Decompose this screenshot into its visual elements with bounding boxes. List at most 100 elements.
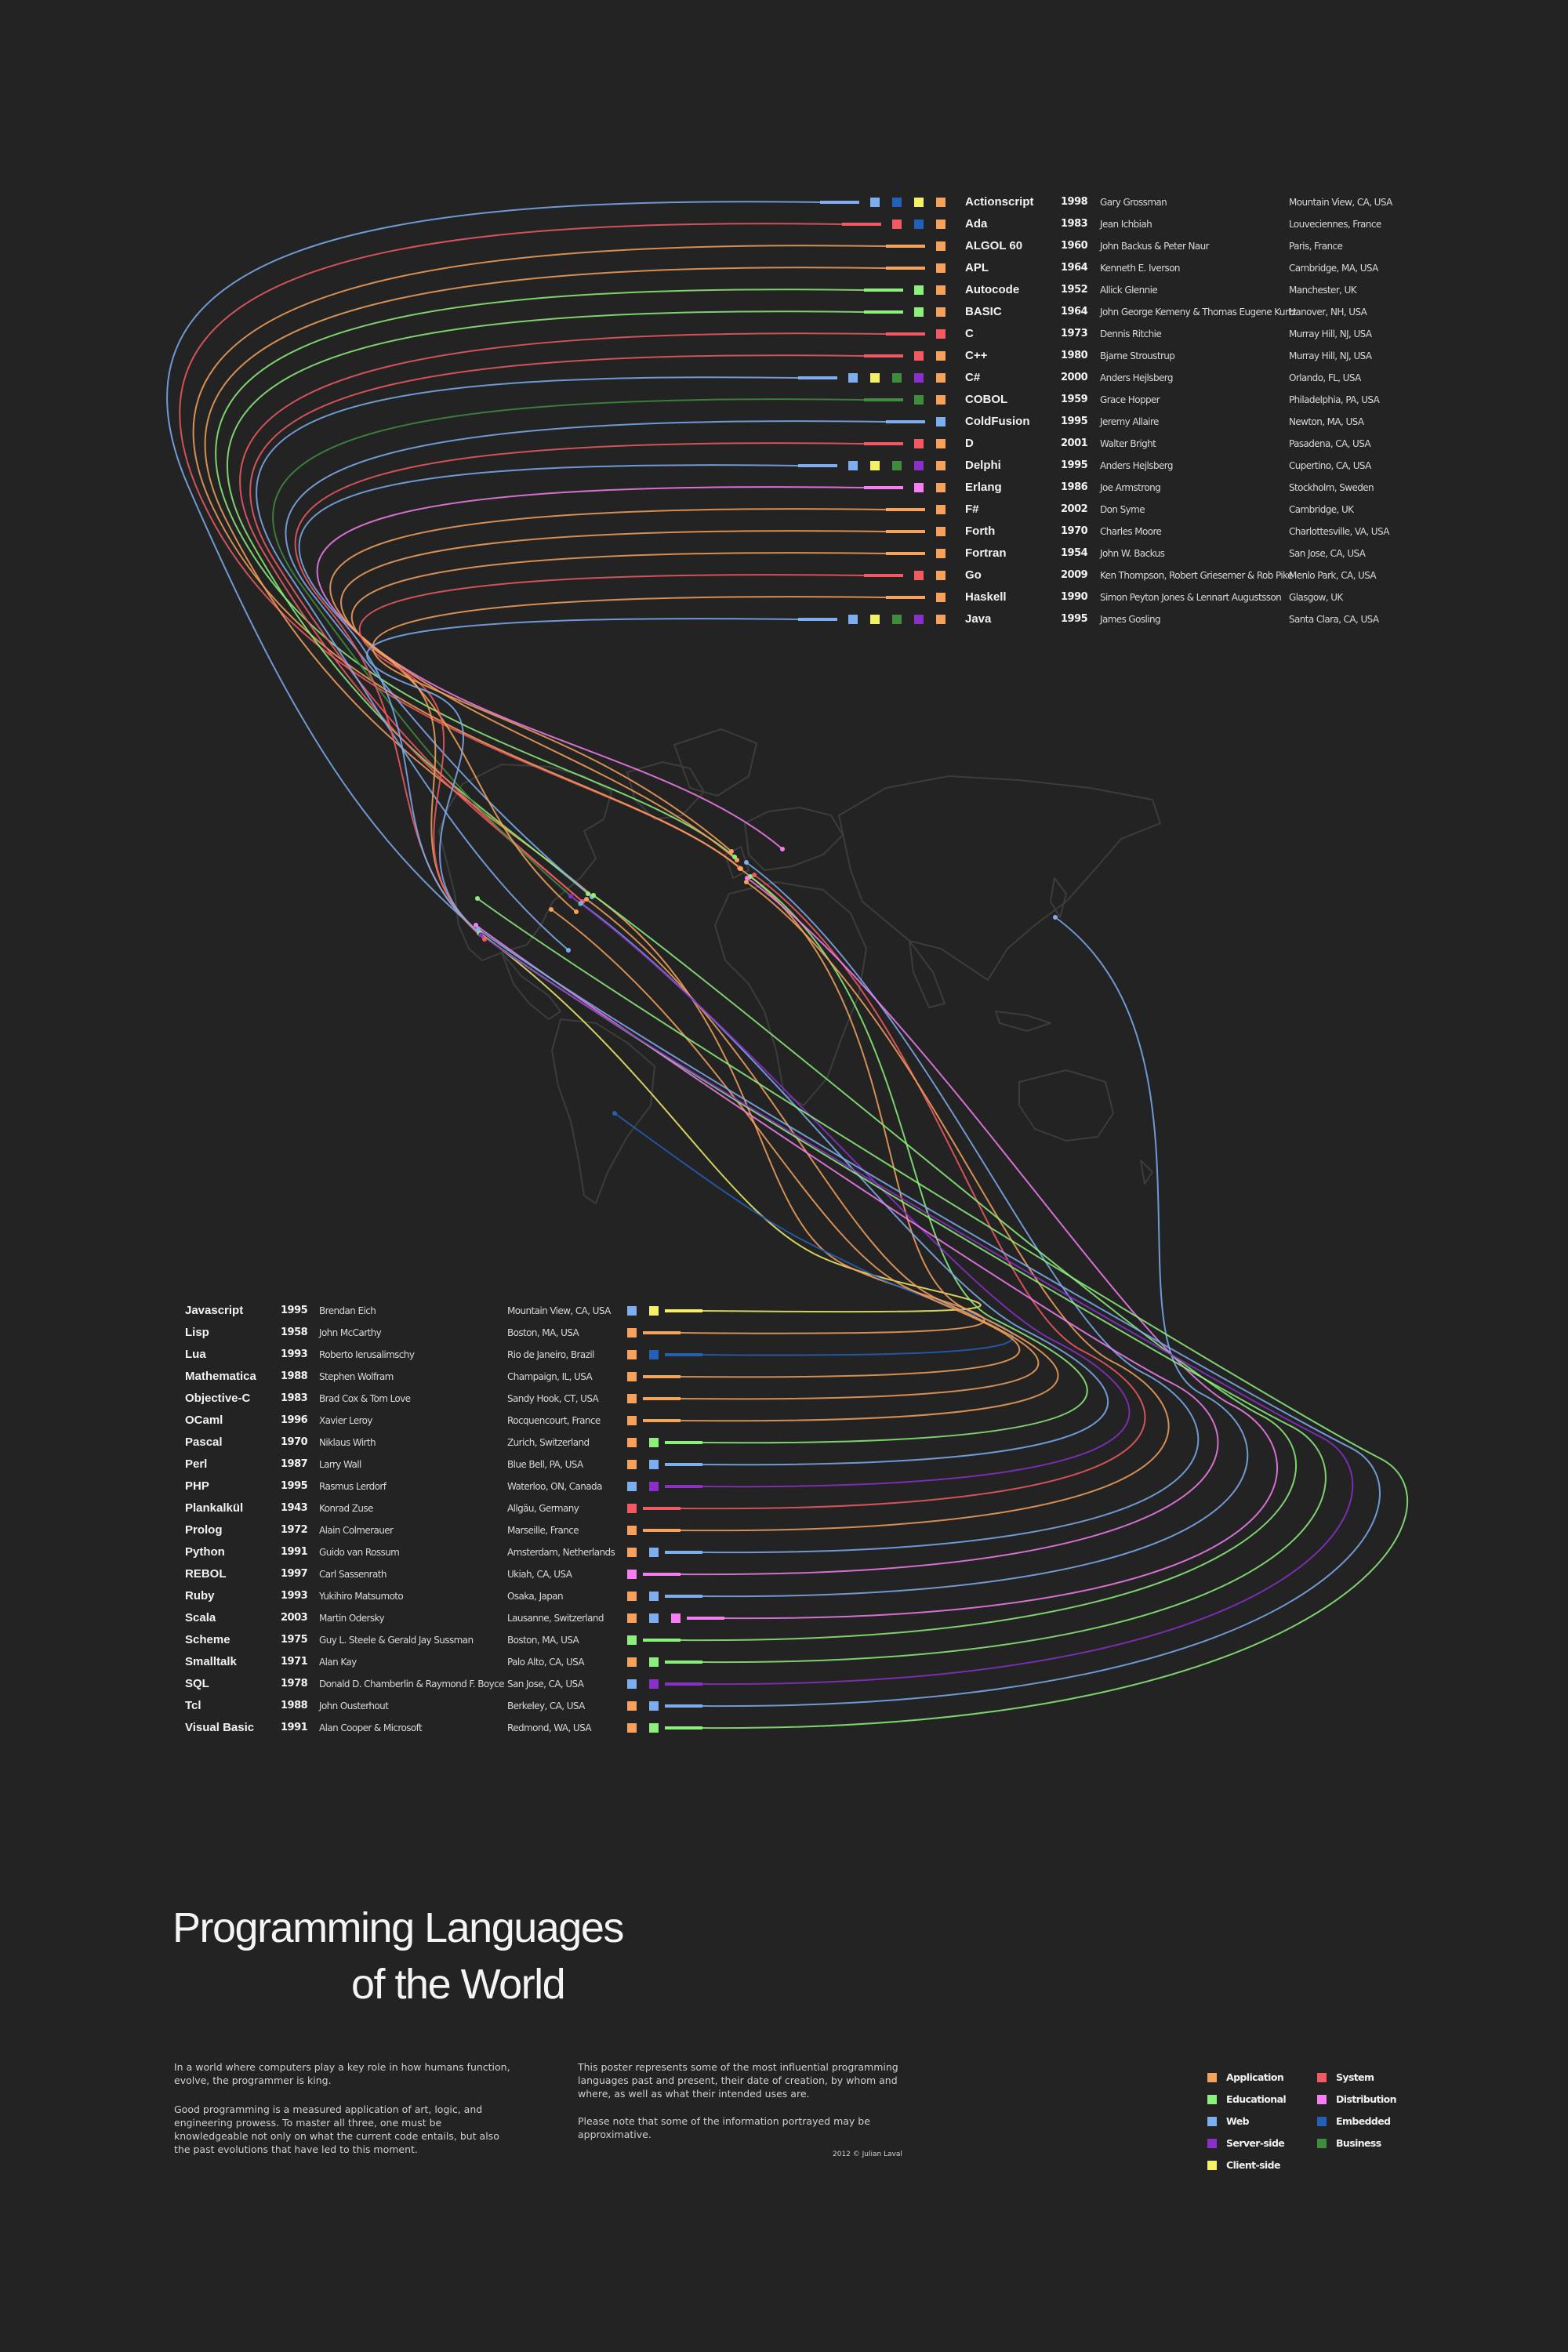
language-location: Santa Clara, CA, USA <box>1289 614 1379 625</box>
arc-delphi <box>298 464 799 935</box>
language-name: Mathematica <box>185 1370 256 1383</box>
language-name: Lua <box>185 1348 206 1361</box>
city-dot-perl <box>579 901 583 906</box>
use-marker-client-side <box>870 373 880 383</box>
language-year: 1973 <box>1061 328 1088 339</box>
language-year: 2003 <box>281 1612 308 1624</box>
bottom-language-row-visual-basic: Visual Basic 1991 Alan Cooper & Microsoft R… <box>0 1717 1568 1739</box>
language-name: Erlang <box>965 481 1002 494</box>
language-location: Blue Bell, PA, USA <box>507 1459 583 1470</box>
arc-haskell <box>372 596 887 852</box>
language-name: C# <box>965 371 981 384</box>
language-creator: Walter Bright <box>1100 438 1156 449</box>
poster-title-line2: of the World <box>351 1961 566 2008</box>
language-creator: Larry Wall <box>319 1459 361 1470</box>
use-marker-embedded <box>914 220 924 229</box>
language-location: Newton, MA, USA <box>1289 416 1364 427</box>
use-marker-application <box>936 461 946 470</box>
legend-swatch <box>1207 2095 1217 2104</box>
description-paragraph-2: Please note that some of the information… <box>578 2115 870 2140</box>
language-location: Rocquencourt, France <box>507 1415 601 1426</box>
language-location: Allgäu, Germany <box>507 1503 579 1514</box>
language-name: ALGOL 60 <box>965 239 1023 252</box>
use-marker-application <box>936 198 946 207</box>
arc-javascript <box>479 932 982 1313</box>
language-location: Menlo Park, CA, USA <box>1289 570 1377 581</box>
arc-fortran <box>350 552 887 935</box>
language-name: Ada <box>965 217 988 230</box>
language-year: 2002 <box>1061 503 1088 515</box>
city-dot-ocaml <box>738 866 742 871</box>
use-marker-server-side <box>914 461 924 470</box>
arc-d <box>294 442 865 940</box>
language-name: Go <box>965 568 982 582</box>
bottom-language-row-pascal: Pascal 1970 Niklaus Wirth Zurich, Switzerla… <box>0 1432 1568 1454</box>
legend-label: Distribution <box>1336 2093 1397 2105</box>
language-name: Pascal <box>185 1436 223 1449</box>
top-language-row-fortran: Fortran 1954 John W. Backus San Jose, CA, U… <box>0 543 1568 564</box>
language-creator: Ken Thompson, Robert Griesemer & Rob Pik… <box>1100 570 1293 581</box>
language-location: Murray Hill, NJ, USA <box>1289 350 1372 361</box>
language-name: SQL <box>185 1677 209 1690</box>
language-creator: Dennis Ritchie <box>1100 328 1162 339</box>
use-marker-application <box>936 593 946 602</box>
language-creator: Anders Hejlsberg <box>1100 372 1173 383</box>
city-dot-basic <box>586 891 590 896</box>
legend-label: Educational <box>1226 2093 1287 2105</box>
use-marker-application <box>627 1460 637 1469</box>
use-marker-system <box>892 220 902 229</box>
city-dot-python <box>744 860 749 865</box>
language-location: Philadelphia, PA, USA <box>1289 394 1380 405</box>
language-year: 1988 <box>281 1370 308 1382</box>
legend-swatch <box>1207 2073 1217 2082</box>
language-creator: Carl Sassenrath <box>319 1569 387 1580</box>
use-marker-web <box>649 1460 659 1469</box>
language-name: Lisp <box>185 1326 209 1339</box>
language-creator: Stephen Wolfram <box>319 1371 394 1382</box>
language-name: Objective-C <box>185 1392 251 1405</box>
legend-swatch <box>1317 2095 1327 2104</box>
language-location: Amsterdam, Netherlands <box>507 1547 615 1558</box>
use-marker-application <box>936 615 946 624</box>
language-year: 1987 <box>281 1458 308 1470</box>
city-dot-lua <box>612 1111 617 1116</box>
arc-scala <box>724 877 1278 1620</box>
language-location: Rio de Janeiro, Brazil <box>507 1349 594 1360</box>
language-year: 1983 <box>1061 218 1088 230</box>
use-marker-application <box>936 395 946 405</box>
language-location: Redmond, WA, USA <box>507 1722 592 1733</box>
bottom-language-row-smalltalk: Smalltalk 1971 Alan Kay Palo Alto, CA, USA <box>0 1651 1568 1673</box>
language-creator: Jean Ichbiah <box>1100 219 1152 230</box>
language-creator: Gary Grossman <box>1100 197 1167 208</box>
language-year: 1995 <box>1061 459 1088 471</box>
language-location: Berkeley, CA, USA <box>507 1700 585 1711</box>
language-creator: Alain Colmerauer <box>319 1525 394 1536</box>
language-creator: Brendan Eich <box>319 1305 376 1316</box>
language-year: 1991 <box>281 1546 308 1558</box>
use-marker-web <box>649 1548 659 1557</box>
city-dot-fsharp <box>735 858 739 862</box>
use-marker-business <box>892 373 902 383</box>
use-marker-system <box>627 1504 637 1513</box>
language-creator: Guy L. Steele & Gerald Jay Sussman <box>319 1635 474 1646</box>
top-language-row-erlang: Erlang 1986 Joe Armstrong Stockholm, Sweden <box>0 477 1568 499</box>
use-marker-client-side <box>649 1306 659 1316</box>
use-marker-web <box>649 1613 659 1623</box>
language-year: 1995 <box>281 1305 308 1316</box>
language-name: COBOL <box>965 393 1008 406</box>
language-year: 1952 <box>1061 284 1088 296</box>
language-name: Javascript <box>185 1304 244 1317</box>
language-name: Scheme <box>185 1633 230 1646</box>
legend-label: Business <box>1336 2137 1381 2149</box>
language-creator: John Ousterhout <box>319 1700 389 1711</box>
language-year: 1995 <box>281 1480 308 1492</box>
bottom-language-row-plankalk-l: Plankalkül 1943 Konrad Zuse Allgäu, Germany <box>0 1497 1568 1519</box>
language-creator: Guido van Rossum <box>319 1547 400 1558</box>
language-year: 2001 <box>1061 437 1088 449</box>
language-year: 1970 <box>281 1436 308 1448</box>
legend-item-educational: Educational <box>1207 2092 1309 2107</box>
city-dot-scheme <box>591 893 596 898</box>
bottom-language-row-javascript: Javascript 1995 Brendan Eich Mountain View,… <box>0 1300 1568 1322</box>
language-name: OCaml <box>185 1414 223 1427</box>
language-location: Marseille, France <box>507 1525 579 1536</box>
